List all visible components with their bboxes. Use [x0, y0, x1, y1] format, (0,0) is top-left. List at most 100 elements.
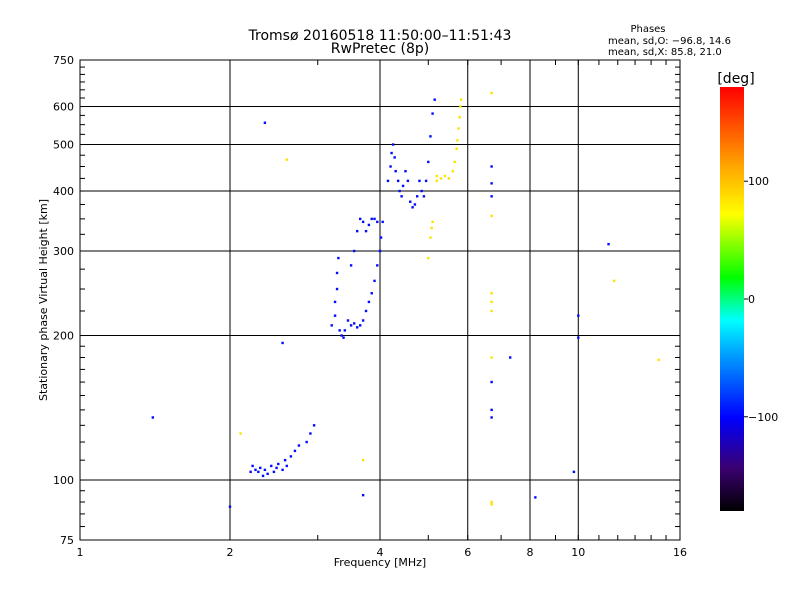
o-mode-point: [285, 464, 288, 468]
x-mode-point: [459, 98, 463, 101]
x-mode-point: [459, 105, 462, 108]
o-mode-point: [422, 195, 426, 198]
o-mode-point: [361, 493, 365, 497]
o-mode-point: [409, 200, 412, 203]
o-mode-point: [335, 287, 339, 291]
o-mode-point: [349, 264, 353, 267]
o-mode-point: [429, 135, 432, 138]
o-mode-point: [607, 242, 610, 246]
o-mode-point: [415, 195, 419, 198]
o-mode-point: [508, 356, 512, 359]
o-mode-point: [373, 279, 376, 283]
o-mode-point: [393, 156, 396, 159]
o-mode-point: [490, 416, 493, 419]
x-mode-point: [447, 177, 451, 180]
y-tick-label: 300: [53, 245, 74, 258]
x-mode-point: [455, 147, 458, 150]
x-mode-point: [490, 309, 493, 313]
o-mode-point: [420, 189, 423, 193]
colorbar-ticks: 100 0 −100: [744, 175, 778, 424]
x-mode-point: [435, 174, 438, 178]
o-mode-point: [401, 184, 405, 188]
y-tick-label: 750: [53, 54, 74, 67]
x-mode-point: [285, 158, 288, 161]
colorbar: [720, 87, 744, 511]
o-mode-point: [333, 314, 337, 317]
o-mode-point: [364, 229, 368, 233]
x-tick-label: 16: [673, 546, 687, 559]
o-mode-point: [381, 220, 384, 224]
y-tick-label: 500: [53, 139, 74, 152]
x-mode-point: [239, 432, 242, 435]
o-mode-point: [259, 466, 262, 470]
o-mode-point: [358, 217, 362, 221]
x-tick-label: 2: [227, 546, 234, 559]
x-mode-point: [490, 91, 493, 95]
x-mode-point: [429, 236, 432, 239]
o-mode-point: [404, 169, 407, 173]
o-mode-point: [283, 458, 287, 462]
o-mode-point: [349, 324, 353, 327]
o-mode-point: [490, 408, 493, 412]
colorbar-label: [deg]: [717, 71, 754, 87]
o-mode-point: [297, 444, 301, 447]
o-mode-point: [346, 319, 350, 322]
o-mode-point: [355, 229, 359, 233]
y-axis-label: Stationary phase Virtual Height [km]: [37, 199, 50, 401]
x-mode-point: [490, 503, 493, 506]
x-mode-point: [456, 139, 459, 142]
o-mode-point: [358, 324, 362, 327]
o-mode-point: [370, 217, 373, 221]
stats-o-mode: mean, sd,O: −96.8, 14.6: [608, 36, 731, 47]
o-mode-point: [261, 474, 265, 478]
o-mode-point: [266, 472, 269, 476]
o-mode-point: [376, 220, 379, 224]
colorbar-tick-label: 0: [748, 293, 755, 306]
y-tick-label: 100: [53, 474, 74, 487]
y-tick-label: 75: [60, 534, 74, 547]
stats-x-mode: mean, sd,X: 85.8, 21.0: [608, 47, 722, 58]
o-mode-point: [343, 329, 347, 332]
x-mode-point: [612, 279, 616, 283]
o-mode-point: [312, 424, 316, 427]
o-mode-point: [275, 466, 278, 470]
o-mode-point: [254, 468, 257, 472]
o-mode-point: [337, 256, 340, 260]
o-mode-point: [263, 468, 267, 472]
o-mode-point: [490, 195, 493, 198]
o-mode-point: [490, 165, 493, 168]
x-mode-point: [431, 220, 434, 224]
o-mode-point: [534, 496, 537, 499]
o-mode-point: [373, 217, 376, 221]
o-mode-point: [249, 470, 252, 474]
o-mode-point: [338, 329, 341, 332]
o-mode-point: [577, 314, 580, 317]
x-mode-point: [490, 214, 493, 218]
x-tick-label: 6: [464, 546, 471, 559]
o-mode-point: [390, 151, 393, 155]
o-mode-point: [386, 179, 390, 183]
o-mode-point: [335, 271, 339, 275]
x-mode-point: [451, 169, 455, 173]
o-mode-point: [490, 182, 493, 185]
x-mode-point: [458, 116, 461, 119]
o-mode-point: [251, 464, 254, 468]
o-mode-point: [305, 440, 308, 444]
o-mode-point: [270, 464, 273, 468]
x-tick-label: 4: [377, 546, 384, 559]
y-tick-label: 200: [53, 330, 74, 343]
o-mode-point: [257, 470, 260, 474]
o-mode-point: [379, 236, 383, 239]
chart-subtitle: RwPretec (8p): [331, 41, 429, 57]
o-mode-point: [394, 169, 397, 173]
o-mode-point: [411, 206, 414, 209]
o-mode-point: [490, 380, 493, 384]
o-mode-point: [389, 165, 392, 168]
x-mode-point: [657, 358, 660, 362]
x-mode-point: [490, 300, 493, 304]
x-tick-label: 8: [527, 546, 534, 559]
x-mode-point: [457, 127, 460, 130]
x-mode-point: [427, 256, 430, 260]
o-mode-point: [427, 160, 430, 164]
